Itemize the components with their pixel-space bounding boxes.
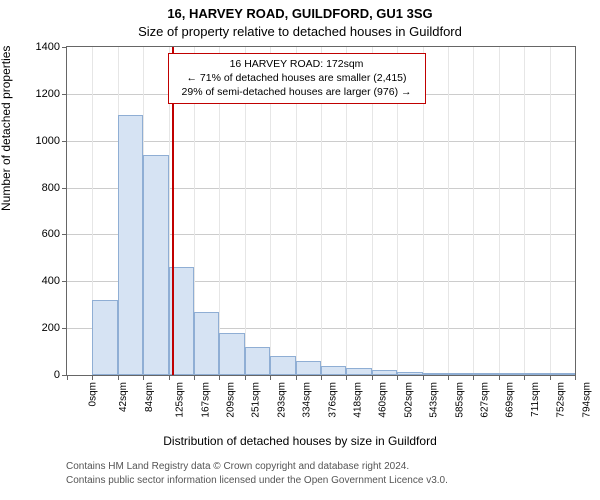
x-tick-label: 376sqm: [327, 382, 338, 418]
x-tick-mark: [118, 376, 119, 380]
x-tick-label: 502sqm: [403, 382, 414, 418]
histogram-bar: [118, 115, 143, 375]
page-title-desc: Size of property relative to detached ho…: [0, 24, 600, 39]
histogram-bar: [550, 373, 575, 375]
x-tick-mark: [194, 376, 195, 380]
x-tick-mark: [270, 376, 271, 380]
callout-line2: ← 71% of detached houses are smaller (2,…: [175, 71, 419, 85]
x-tick-label: 711sqm: [530, 382, 541, 417]
histogram-bar: [321, 366, 346, 375]
y-tick-label: 400: [4, 275, 60, 287]
x-tick-label: 669sqm: [505, 382, 516, 418]
histogram-bar: [194, 312, 219, 375]
histogram-bar: [473, 373, 498, 375]
x-tick-label: 84sqm: [144, 382, 155, 412]
histogram-bar: [524, 373, 549, 375]
y-tick-label: 0: [4, 369, 60, 381]
x-tick-mark: [499, 376, 500, 380]
x-tick-mark: [372, 376, 373, 380]
footnote-line1: Contains HM Land Registry data © Crown c…: [66, 460, 409, 474]
y-tick-label: 1200: [4, 88, 60, 100]
x-tick-label: 334sqm: [302, 382, 313, 418]
y-tick-mark: [62, 328, 66, 329]
histogram-bar: [372, 370, 397, 375]
x-tick-label: 167sqm: [200, 382, 211, 418]
x-tick-label: 209sqm: [226, 382, 237, 418]
histogram-bar: [423, 373, 448, 375]
x-tick-label: 543sqm: [429, 382, 440, 418]
x-tick-label: 460sqm: [378, 382, 389, 418]
x-axis-label: Distribution of detached houses by size …: [0, 434, 600, 448]
callout-line1: 16 HARVEY ROAD: 172sqm: [175, 57, 419, 71]
histogram-bar: [92, 300, 117, 375]
y-tick-mark: [62, 94, 66, 95]
gridline-vertical: [473, 47, 474, 375]
histogram-bar: [270, 356, 295, 375]
x-tick-mark: [397, 376, 398, 380]
x-tick-label: 794sqm: [581, 382, 592, 418]
x-tick-mark: [92, 376, 93, 380]
gridline-vertical: [499, 47, 500, 375]
x-tick-mark: [143, 376, 144, 380]
property-callout: 16 HARVEY ROAD: 172sqm← 71% of detached …: [168, 53, 426, 104]
x-tick-mark: [169, 376, 170, 380]
histogram-bar: [397, 372, 422, 375]
y-tick-mark: [62, 375, 66, 376]
x-tick-label: 251sqm: [251, 382, 262, 418]
x-tick-mark: [321, 376, 322, 380]
x-tick-mark: [448, 376, 449, 380]
callout-line3: 29% of semi-detached houses are larger (…: [175, 85, 419, 99]
x-tick-label: 627sqm: [480, 382, 491, 418]
x-tick-label: 42sqm: [118, 382, 129, 412]
y-tick-label: 800: [4, 182, 60, 194]
x-tick-mark: [524, 376, 525, 380]
x-tick-label: 585sqm: [454, 382, 465, 418]
histogram-plot: 16 HARVEY ROAD: 172sqm← 71% of detached …: [66, 46, 576, 376]
footnote-line2: Contains public sector information licen…: [66, 474, 448, 488]
y-tick-mark: [62, 188, 66, 189]
x-tick-mark: [473, 376, 474, 380]
x-tick-mark: [550, 376, 551, 380]
y-tick-mark: [62, 234, 66, 235]
x-tick-mark: [67, 376, 68, 380]
x-tick-label: 125sqm: [175, 382, 186, 418]
y-tick-label: 1000: [4, 135, 60, 147]
x-tick-label: 0sqm: [87, 382, 98, 406]
histogram-bar: [448, 373, 473, 375]
y-tick-label: 200: [4, 322, 60, 334]
x-tick-mark: [219, 376, 220, 380]
gridline-vertical: [550, 47, 551, 375]
x-tick-label: 293sqm: [276, 382, 287, 418]
gridline-vertical: [448, 47, 449, 375]
y-tick-label: 1400: [4, 41, 60, 53]
x-tick-mark: [423, 376, 424, 380]
histogram-bar: [296, 361, 321, 375]
histogram-bar: [219, 333, 244, 375]
histogram-bar: [499, 373, 524, 375]
histogram-bar: [143, 155, 168, 375]
histogram-bar: [245, 347, 270, 375]
y-tick-label: 600: [4, 228, 60, 240]
y-tick-mark: [62, 281, 66, 282]
page-title-address: 16, HARVEY ROAD, GUILDFORD, GU1 3SG: [0, 6, 600, 21]
histogram-bar: [346, 368, 371, 375]
x-tick-mark: [346, 376, 347, 380]
x-tick-mark: [296, 376, 297, 380]
gridline-vertical: [524, 47, 525, 375]
x-tick-label: 752sqm: [556, 382, 567, 418]
x-tick-mark: [245, 376, 246, 380]
x-tick-label: 418sqm: [353, 382, 364, 418]
y-tick-mark: [62, 47, 66, 48]
x-tick-mark: [575, 376, 576, 380]
y-tick-mark: [62, 141, 66, 142]
